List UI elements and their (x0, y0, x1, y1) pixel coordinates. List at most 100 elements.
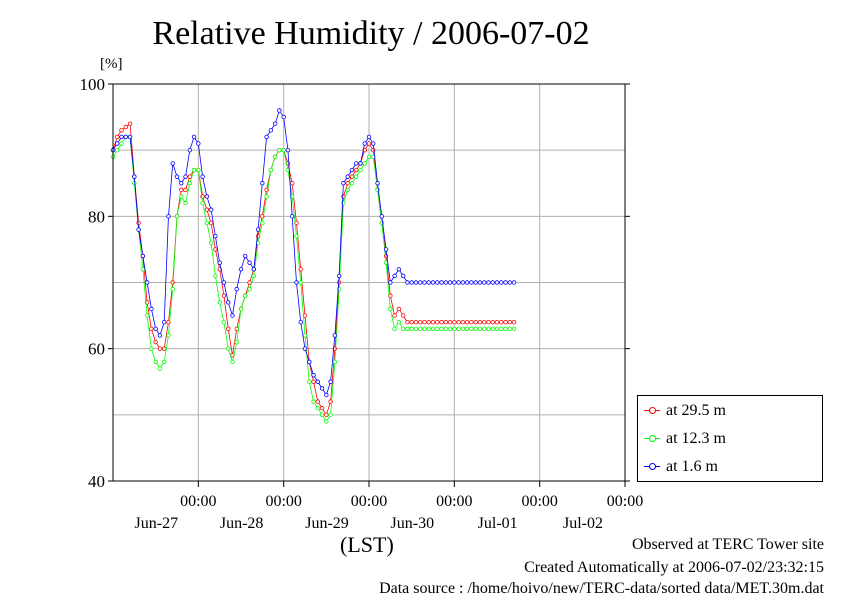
data-point (230, 313, 235, 318)
data-point (409, 280, 414, 285)
data-point (204, 194, 210, 199)
data-point (161, 320, 167, 325)
data-point (243, 253, 248, 259)
data-point (319, 406, 325, 411)
legend-item-12-3m: at 12.3 m (644, 429, 726, 449)
data-point (400, 313, 406, 318)
data-point (494, 320, 500, 325)
y-tick-label: 40 (88, 472, 105, 491)
data-point (388, 306, 393, 312)
x-tick-date-label: Jun-28 (220, 515, 264, 532)
data-point (413, 320, 419, 325)
data-point (187, 147, 192, 153)
data-point (264, 134, 269, 140)
data-point (221, 293, 227, 298)
data-point (238, 306, 244, 312)
data-point (426, 280, 431, 285)
data-point (418, 280, 423, 285)
data-point (217, 300, 222, 305)
data-point (409, 320, 414, 325)
data-source-note: Data source : /home/hoivo/new/TERC-data/… (379, 580, 824, 597)
data-point (140, 267, 146, 272)
data-point (349, 181, 355, 186)
data-point (443, 280, 448, 285)
data-point (315, 379, 320, 384)
chart-title: Relative Humidity / 2006-07-02 (152, 15, 590, 52)
data-point (345, 174, 350, 179)
data-point (115, 147, 120, 153)
data-point (499, 280, 504, 285)
data-point (379, 214, 384, 219)
data-point (413, 326, 419, 332)
data-point (157, 366, 163, 371)
data-point (439, 326, 444, 332)
data-point (396, 306, 402, 312)
data-point (469, 326, 474, 332)
data-point (243, 293, 248, 298)
data-point (157, 346, 163, 351)
data-point (435, 280, 440, 285)
data-point (187, 181, 192, 186)
data-point (170, 286, 175, 292)
data-point (144, 313, 150, 318)
data-point (132, 181, 137, 186)
data-point (161, 346, 167, 351)
series-0 (110, 121, 517, 418)
data-point (358, 161, 363, 166)
data-point (366, 154, 372, 159)
data-point (494, 326, 500, 332)
data-point (153, 359, 158, 365)
series-2 (110, 108, 517, 398)
x-tick-time-label: 00:00 (265, 493, 301, 510)
data-point (149, 346, 154, 351)
data-point (482, 326, 487, 332)
data-point (251, 267, 256, 272)
data-point (422, 320, 427, 325)
data-point (260, 181, 265, 186)
data-point (464, 326, 470, 332)
legend-symbol-29-5m (644, 405, 660, 417)
data-point (366, 141, 372, 146)
data-point (136, 220, 141, 226)
created-note: Created Automatically at 2006-07-02/23:3… (524, 559, 824, 576)
data-point (268, 128, 274, 133)
data-point (341, 194, 346, 199)
data-point (469, 320, 474, 325)
data-point (281, 114, 286, 120)
data-point (170, 161, 175, 166)
data-point (298, 320, 303, 325)
data-point (439, 280, 444, 285)
data-point (213, 233, 218, 239)
x-axis-label: (LST) (340, 532, 394, 557)
data-point (473, 320, 478, 325)
data-point (149, 326, 154, 332)
data-point (311, 379, 316, 384)
data-point (157, 333, 163, 338)
y-tick-label: 80 (88, 207, 105, 226)
data-point (447, 320, 453, 325)
data-point (277, 147, 282, 153)
data-point (490, 320, 495, 325)
data-point (196, 141, 201, 146)
data-point (191, 134, 197, 140)
data-point (511, 320, 517, 325)
data-point (422, 326, 427, 332)
data-point (332, 333, 338, 338)
y-tick-label: 60 (88, 340, 105, 359)
x-tick-date-label: Jun-27 (135, 515, 179, 532)
data-point (119, 128, 124, 133)
data-point (281, 147, 286, 153)
legend-item-29-5m: at 29.5 m (644, 401, 726, 421)
x-tick-time-label: 00:00 (607, 493, 643, 510)
data-point (179, 181, 184, 186)
data-point (430, 280, 436, 285)
data-point (225, 346, 231, 351)
data-point (473, 280, 478, 285)
data-point (238, 267, 244, 272)
data-point (349, 174, 355, 179)
legend-label-1-6m: at 1.6 m (666, 458, 718, 475)
data-point (400, 273, 406, 279)
data-point (460, 326, 466, 332)
data-point (400, 326, 406, 332)
